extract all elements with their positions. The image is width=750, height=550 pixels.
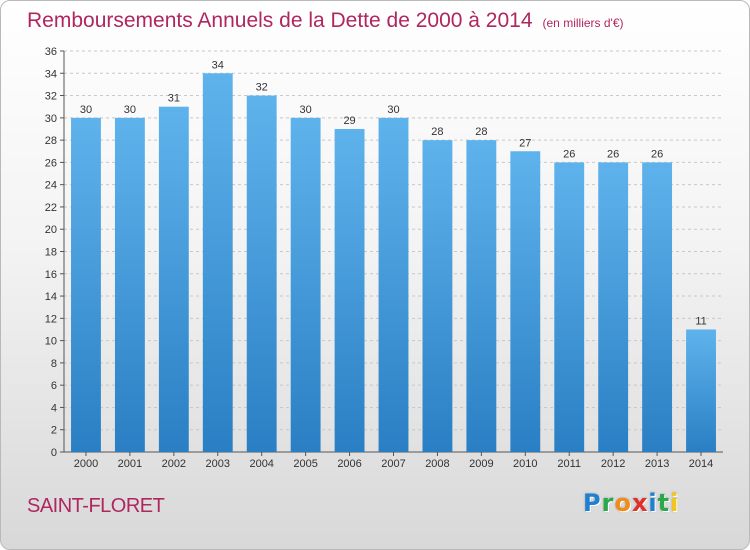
x-tick-label: 2008 bbox=[425, 458, 449, 470]
proxiti-logo: Proxiti bbox=[583, 489, 679, 517]
bar bbox=[334, 128, 365, 452]
x-tick-label: 2013 bbox=[645, 458, 669, 470]
bar bbox=[246, 95, 277, 453]
y-tick-label: 20 bbox=[45, 224, 57, 236]
data-label: 31 bbox=[168, 93, 180, 105]
y-tick-label: 24 bbox=[45, 180, 57, 192]
bar bbox=[378, 117, 409, 452]
x-tick-label: 2011 bbox=[557, 458, 581, 470]
bar bbox=[202, 73, 233, 453]
y-tick-label: 6 bbox=[51, 380, 57, 392]
y-tick-label: 22 bbox=[45, 202, 57, 214]
y-tick-label: 4 bbox=[51, 402, 57, 414]
bar bbox=[290, 117, 321, 452]
data-label: 26 bbox=[651, 148, 663, 160]
y-tick-label: 30 bbox=[45, 113, 57, 125]
logo-letter: P bbox=[583, 489, 602, 517]
x-tick-label: 2007 bbox=[381, 458, 405, 470]
y-tick-label: 18 bbox=[45, 247, 57, 259]
logo-letter: o bbox=[614, 489, 632, 517]
y-tick-label: 34 bbox=[45, 68, 57, 80]
chart-title-text: Remboursements Annuels de la Dette de 20… bbox=[27, 9, 533, 32]
bar bbox=[114, 117, 145, 452]
bar bbox=[686, 329, 716, 452]
y-tick-label: 2 bbox=[51, 425, 57, 437]
logo-letter: t bbox=[657, 489, 671, 517]
x-tick-label: 2003 bbox=[206, 458, 230, 470]
data-label: 26 bbox=[563, 148, 575, 160]
bar bbox=[598, 162, 629, 452]
bar bbox=[642, 162, 673, 452]
y-tick-label: 32 bbox=[45, 91, 57, 103]
y-tick-label: 12 bbox=[45, 313, 57, 325]
y-tick-label: 28 bbox=[45, 135, 57, 147]
x-tick-label: 2009 bbox=[469, 458, 493, 470]
bar bbox=[71, 117, 101, 452]
data-label: 30 bbox=[124, 104, 136, 116]
x-tick-label: 2001 bbox=[118, 458, 142, 470]
logo-letter: i bbox=[670, 489, 680, 517]
x-tick-label: 2010 bbox=[513, 458, 537, 470]
data-label: 30 bbox=[300, 104, 312, 116]
x-tick-label: 2012 bbox=[601, 458, 625, 470]
x-tick-label: 2014 bbox=[689, 458, 713, 470]
y-tick-label: 0 bbox=[51, 447, 57, 459]
y-tick-label: 8 bbox=[51, 358, 57, 370]
bar bbox=[158, 106, 189, 452]
data-label: 29 bbox=[343, 115, 355, 127]
town-name: SAINT-FLORET bbox=[27, 495, 165, 517]
data-label: 27 bbox=[519, 137, 531, 149]
data-label: 11 bbox=[695, 315, 706, 327]
logo-letter: r bbox=[601, 489, 615, 517]
data-label: 30 bbox=[80, 104, 92, 116]
data-label: 28 bbox=[475, 126, 487, 138]
chart-subtitle: (en milliers d'€) bbox=[542, 16, 624, 30]
y-tick-label: 26 bbox=[45, 157, 57, 169]
data-label: 26 bbox=[607, 148, 619, 160]
bar bbox=[466, 140, 497, 452]
data-label: 30 bbox=[387, 104, 399, 116]
y-tick-label: 36 bbox=[45, 46, 57, 58]
data-label: 28 bbox=[431, 126, 443, 138]
bar bbox=[510, 151, 541, 452]
x-tick-label: 2000 bbox=[74, 458, 98, 470]
y-tick-label: 10 bbox=[45, 336, 57, 348]
data-label: 32 bbox=[256, 82, 268, 94]
y-tick-label: 16 bbox=[45, 269, 57, 281]
x-tick-label: 2005 bbox=[293, 458, 317, 470]
x-tick-label: 2002 bbox=[162, 458, 186, 470]
bar bbox=[554, 162, 585, 452]
y-tick-label: 14 bbox=[45, 291, 57, 303]
logo-letter: x bbox=[631, 489, 649, 517]
x-tick-label: 2006 bbox=[337, 458, 361, 470]
logo-letter: i bbox=[648, 489, 658, 517]
data-label: 34 bbox=[212, 59, 224, 71]
chart-title: Remboursements Annuels de la Dette de 20… bbox=[27, 9, 624, 33]
bar bbox=[422, 140, 453, 452]
x-tick-label: 2004 bbox=[249, 458, 273, 470]
